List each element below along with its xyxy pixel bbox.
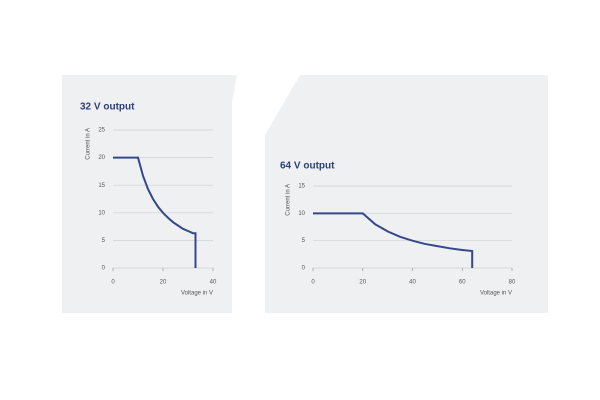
y-tick-label: 15 <box>298 184 305 190</box>
x-tick-label: 80 <box>509 280 516 286</box>
panel <box>265 75 548 313</box>
y-tick-label: 10 <box>298 211 305 217</box>
line <box>313 212 474 268</box>
x-tick-label: 0 <box>311 280 315 286</box>
y-tick-label: 15 <box>98 183 105 189</box>
line <box>113 156 197 268</box>
x-tick-label: 60 <box>459 280 466 286</box>
chart-title: 32 V output <box>80 102 135 113</box>
y-tick-label: 10 <box>98 210 105 216</box>
y-axis-label: Current in A <box>286 184 292 216</box>
y-axis-label: Current in A <box>86 128 92 160</box>
y-tick-label: 0 <box>102 266 106 272</box>
chart-title: 64 V output <box>280 161 335 172</box>
x-axis-label: Voltage in V <box>480 291 512 297</box>
x-tick-label: 20 <box>160 280 167 286</box>
x-tick-label: 20 <box>359 280 366 286</box>
x-tick-label: 0 <box>111 280 115 286</box>
x-tick-label: 40 <box>210 280 217 286</box>
x-axis-label: Voltage in V <box>181 291 213 297</box>
y-tick-label: 5 <box>102 238 106 244</box>
y-tick-label: 0 <box>302 266 306 272</box>
y-tick-label: 5 <box>302 238 306 244</box>
y-tick-label: 25 <box>98 128 105 134</box>
x-tick-label: 40 <box>409 280 416 286</box>
y-tick-label: 20 <box>98 155 105 161</box>
